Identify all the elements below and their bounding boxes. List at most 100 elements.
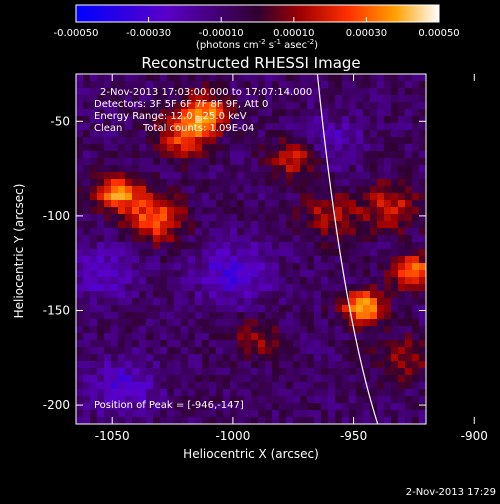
x-tick-label: -1000 [215, 429, 250, 443]
heatmap-cell [104, 207, 112, 215]
heatmap-cell [174, 151, 182, 159]
heatmap-cell [230, 249, 238, 257]
heatmap-cell [83, 396, 91, 404]
heatmap-cell [188, 354, 196, 362]
heatmap-cell [174, 389, 182, 397]
heatmap-cell [83, 368, 91, 376]
heatmap-cell [412, 284, 420, 292]
heatmap-cell [104, 109, 112, 117]
heatmap-cell [328, 368, 336, 376]
heatmap-cell [90, 361, 98, 369]
heatmap-cell [391, 81, 399, 89]
heatmap-cell [223, 298, 231, 306]
heatmap-cell [412, 389, 420, 397]
heatmap-cell [209, 95, 217, 103]
heatmap-cell [132, 284, 140, 292]
heatmap-cell [398, 158, 406, 166]
heatmap-cell [391, 137, 399, 145]
heatmap-cell [384, 354, 392, 362]
heatmap-cell [118, 130, 126, 138]
heatmap-cell [153, 144, 161, 152]
heatmap-cell [251, 165, 259, 173]
heatmap-cell [223, 151, 231, 159]
heatmap-cell [251, 410, 259, 418]
heatmap-cell [90, 396, 98, 404]
heatmap-cell [328, 242, 336, 250]
heatmap-cell [272, 305, 280, 313]
heatmap-cell [412, 109, 420, 117]
heatmap-cell [370, 144, 378, 152]
heatmap-cell [251, 95, 259, 103]
heatmap-cell [412, 410, 420, 418]
heatmap-cell [370, 193, 378, 201]
heatmap-cell [391, 95, 399, 103]
heatmap-cell [188, 102, 196, 110]
heatmap-cell [398, 102, 406, 110]
heatmap-cell [307, 382, 315, 390]
heatmap-cell [328, 375, 336, 383]
heatmap-cell [216, 214, 224, 222]
heatmap-cell [209, 410, 217, 418]
heatmap-cell [237, 326, 245, 334]
heatmap-cell [132, 389, 140, 397]
heatmap-cell [76, 333, 84, 341]
heatmap-cell [139, 319, 147, 327]
heatmap-cell [160, 361, 168, 369]
heatmap-cell [363, 284, 371, 292]
heatmap-cell [342, 109, 350, 117]
heatmap-cell [391, 410, 399, 418]
heatmap-cell [272, 354, 280, 362]
heatmap-cell [384, 200, 392, 208]
heatmap-cell [76, 403, 84, 411]
heatmap-cell [83, 81, 91, 89]
heatmap-cell [167, 88, 175, 96]
heatmap-cell [146, 228, 154, 236]
heatmap-cell [104, 319, 112, 327]
heatmap-cell [216, 270, 224, 278]
heatmap-cell [83, 354, 91, 362]
heatmap-cell [363, 347, 371, 355]
plot-frame [75, 73, 427, 425]
heatmap-cell [335, 144, 343, 152]
heatmap-cell [307, 410, 315, 418]
heatmap-cell [125, 179, 133, 187]
heatmap-cell [335, 221, 343, 229]
heatmap-cell [412, 116, 420, 124]
heatmap-cell [412, 305, 420, 313]
heatmap-cell [104, 186, 112, 194]
heatmap-cell [118, 263, 126, 271]
heatmap-cell [286, 417, 294, 424]
heatmap-cell [321, 130, 329, 138]
heatmap-cell [272, 277, 280, 285]
y-axis-label: Heliocentric Y (arcsec) [12, 184, 26, 319]
y-tick-label: -50 [50, 114, 70, 128]
heatmap-cell [167, 186, 175, 194]
heatmap-cell [244, 207, 252, 215]
heatmap-cell [244, 256, 252, 264]
heatmap-cell [237, 88, 245, 96]
heatmap-cell [342, 277, 350, 285]
heatmap-cell [363, 81, 371, 89]
heatmap-cell [293, 256, 301, 264]
heatmap-cell [181, 410, 189, 418]
heatmap-cell [195, 277, 203, 285]
heatmap-cell [97, 305, 105, 313]
heatmap-cell [377, 298, 385, 306]
heatmap-cell [412, 74, 420, 82]
heatmap-cell [391, 389, 399, 397]
heatmap-cell [160, 270, 168, 278]
heatmap-cell [76, 193, 84, 201]
heatmap-cell [356, 270, 364, 278]
heatmap-cell [167, 277, 175, 285]
heatmap-cell [76, 284, 84, 292]
heatmap-cell [412, 270, 420, 278]
heatmap-cell [307, 144, 315, 152]
heatmap-cell [223, 417, 231, 424]
heatmap-cell [244, 298, 252, 306]
heatmap-cell [104, 375, 112, 383]
heatmap-cell [118, 109, 126, 117]
heatmap-cell [398, 172, 406, 180]
heatmap-cell [265, 151, 273, 159]
heatmap-cell [314, 235, 322, 243]
heatmap-cell [279, 347, 287, 355]
